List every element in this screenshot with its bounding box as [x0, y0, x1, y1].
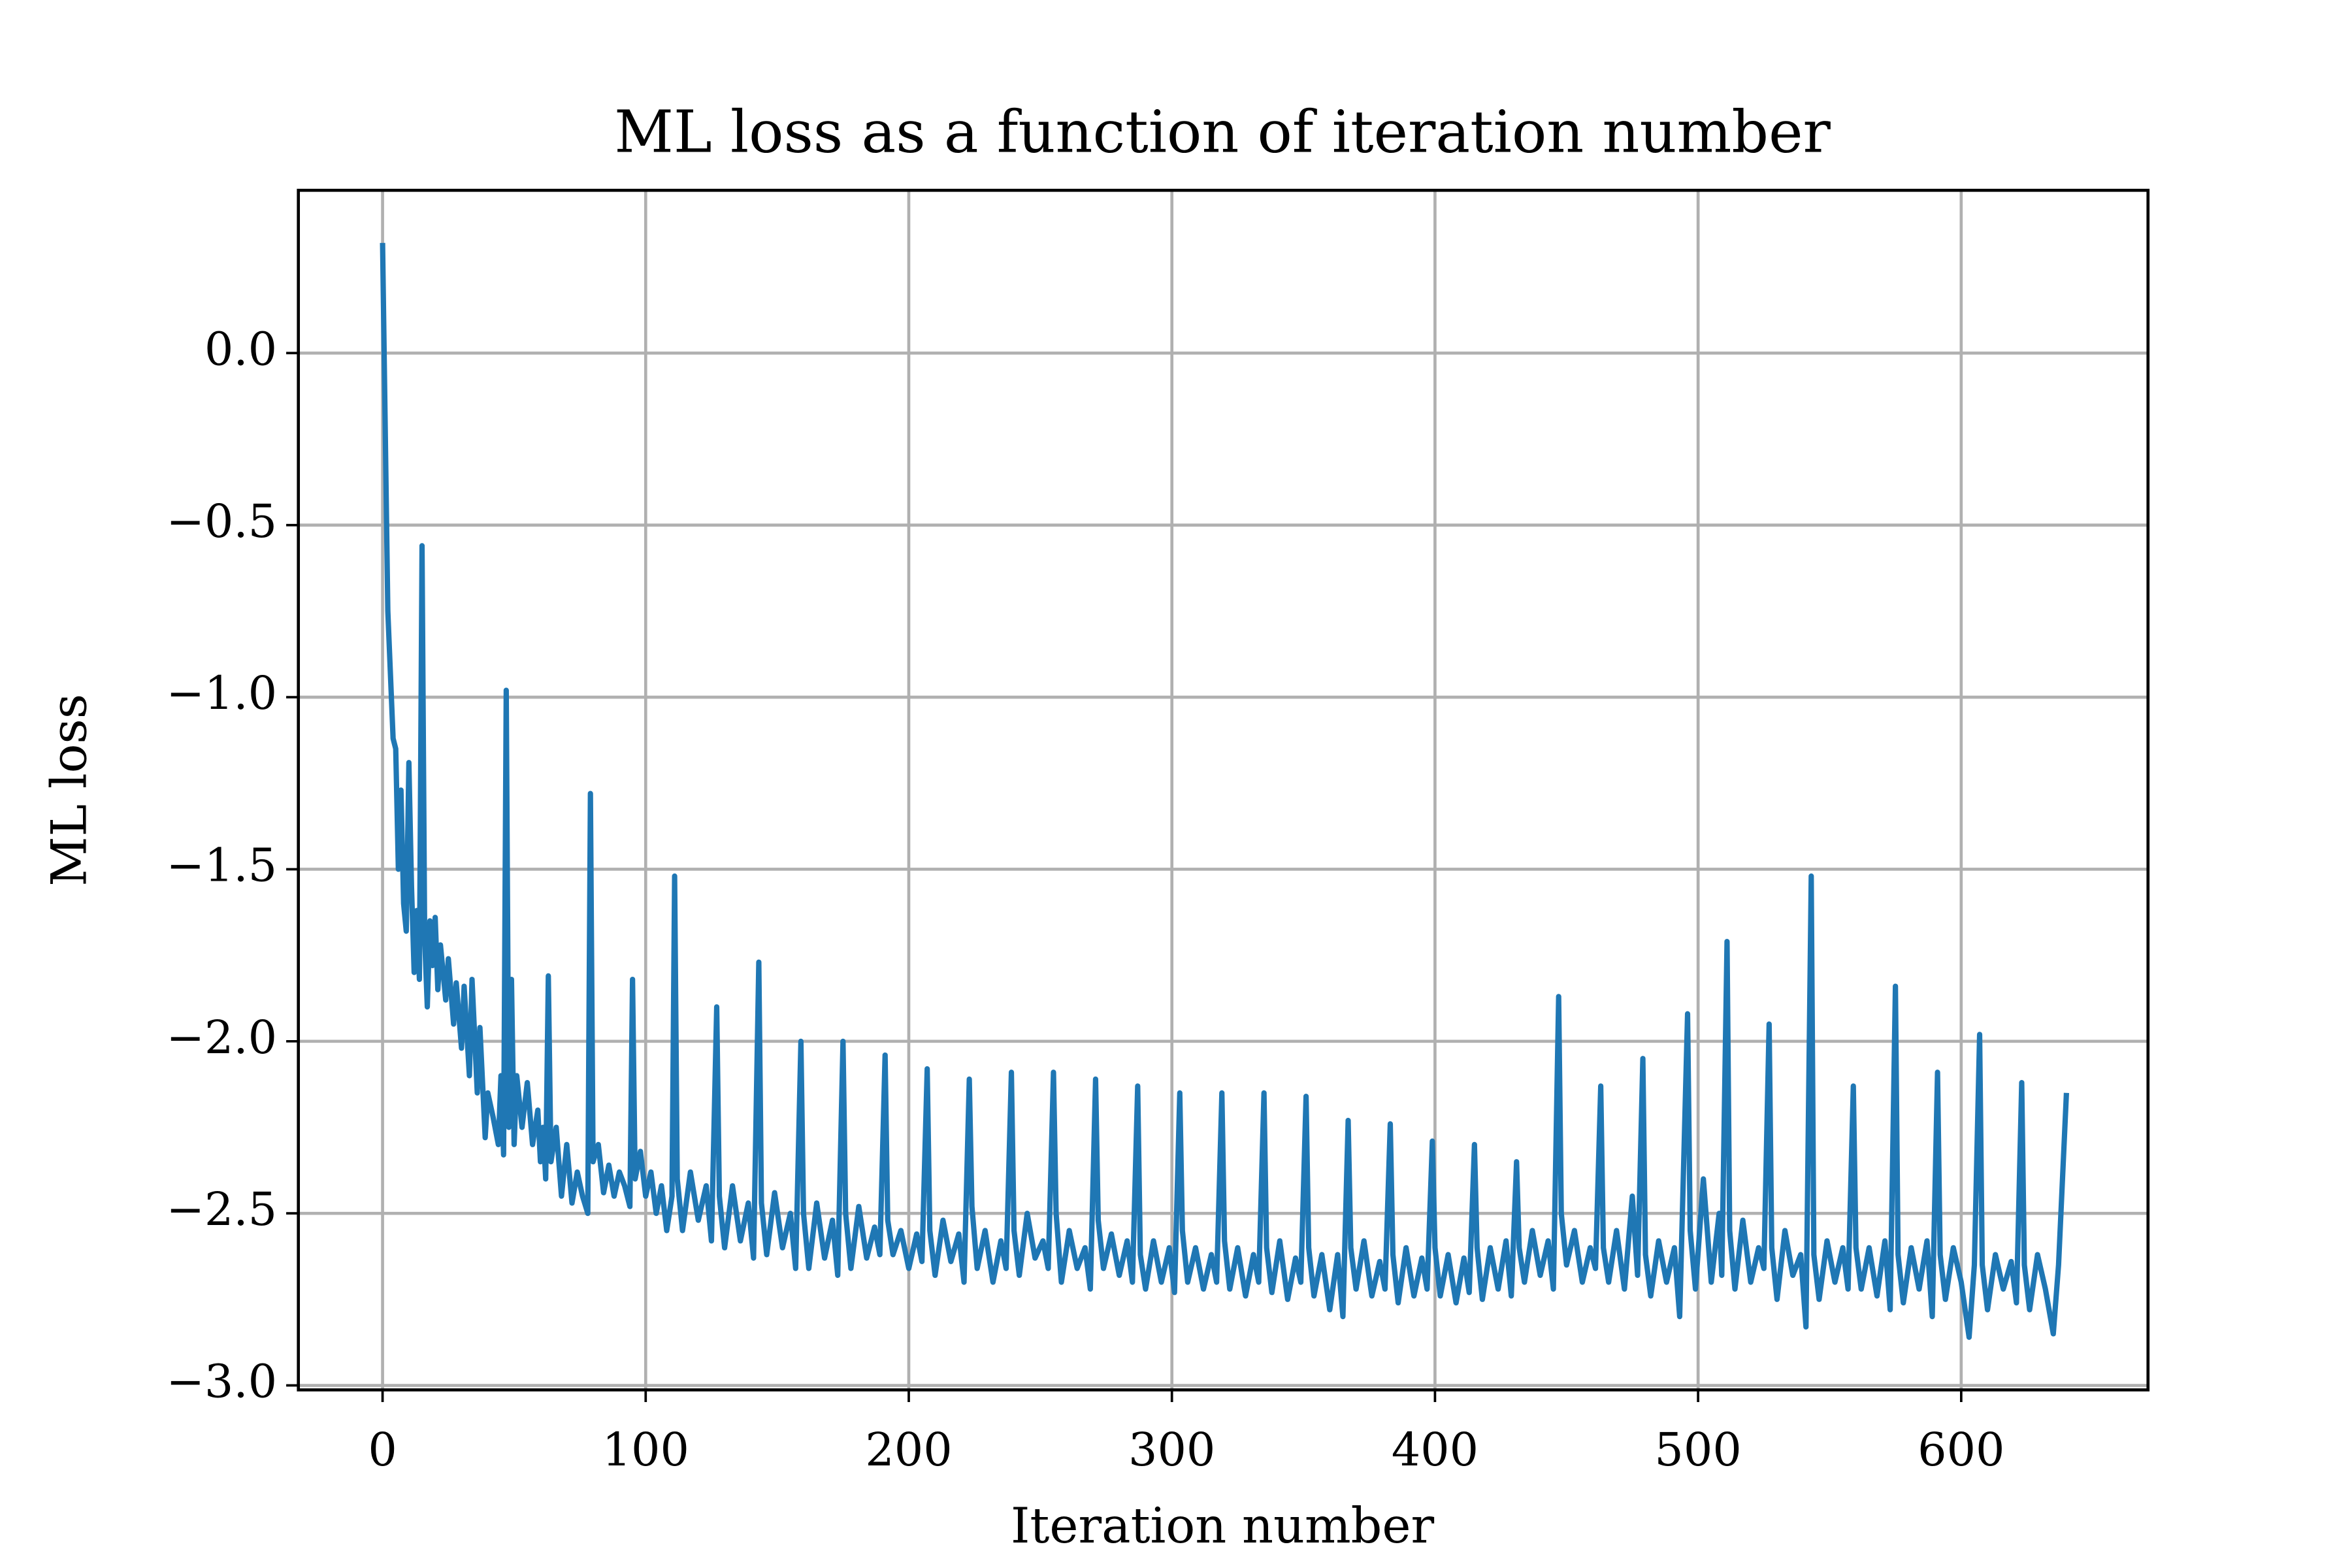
- y-tick-label: −2.0: [166, 1011, 277, 1064]
- plot-frame: [297, 188, 2150, 1392]
- y-tick-label: −3.0: [166, 1356, 277, 1409]
- y-tick-label: −1.5: [166, 839, 277, 892]
- x-tick-label: 0: [368, 1424, 397, 1477]
- y-tick-label: −1.0: [166, 667, 277, 720]
- y-tick-label: −2.5: [166, 1183, 277, 1236]
- y-tick-label: 0.0: [204, 323, 277, 376]
- x-tick-label: 600: [1918, 1424, 2004, 1477]
- y-tick-label: −0.5: [166, 495, 277, 548]
- x-tick-label: 500: [1654, 1424, 1741, 1477]
- chart-title: ML loss as a function of iteration numbe…: [614, 99, 1831, 166]
- x-tick-label: 200: [865, 1424, 952, 1477]
- y-axis-label: ML loss: [41, 694, 97, 887]
- x-tick-label: 100: [602, 1424, 689, 1477]
- loss-line: [380, 242, 2069, 1340]
- x-axis-label: Iteration number: [1011, 1497, 1435, 1554]
- x-tick-label: 400: [1392, 1424, 1478, 1477]
- x-tick-label: 300: [1128, 1424, 1215, 1477]
